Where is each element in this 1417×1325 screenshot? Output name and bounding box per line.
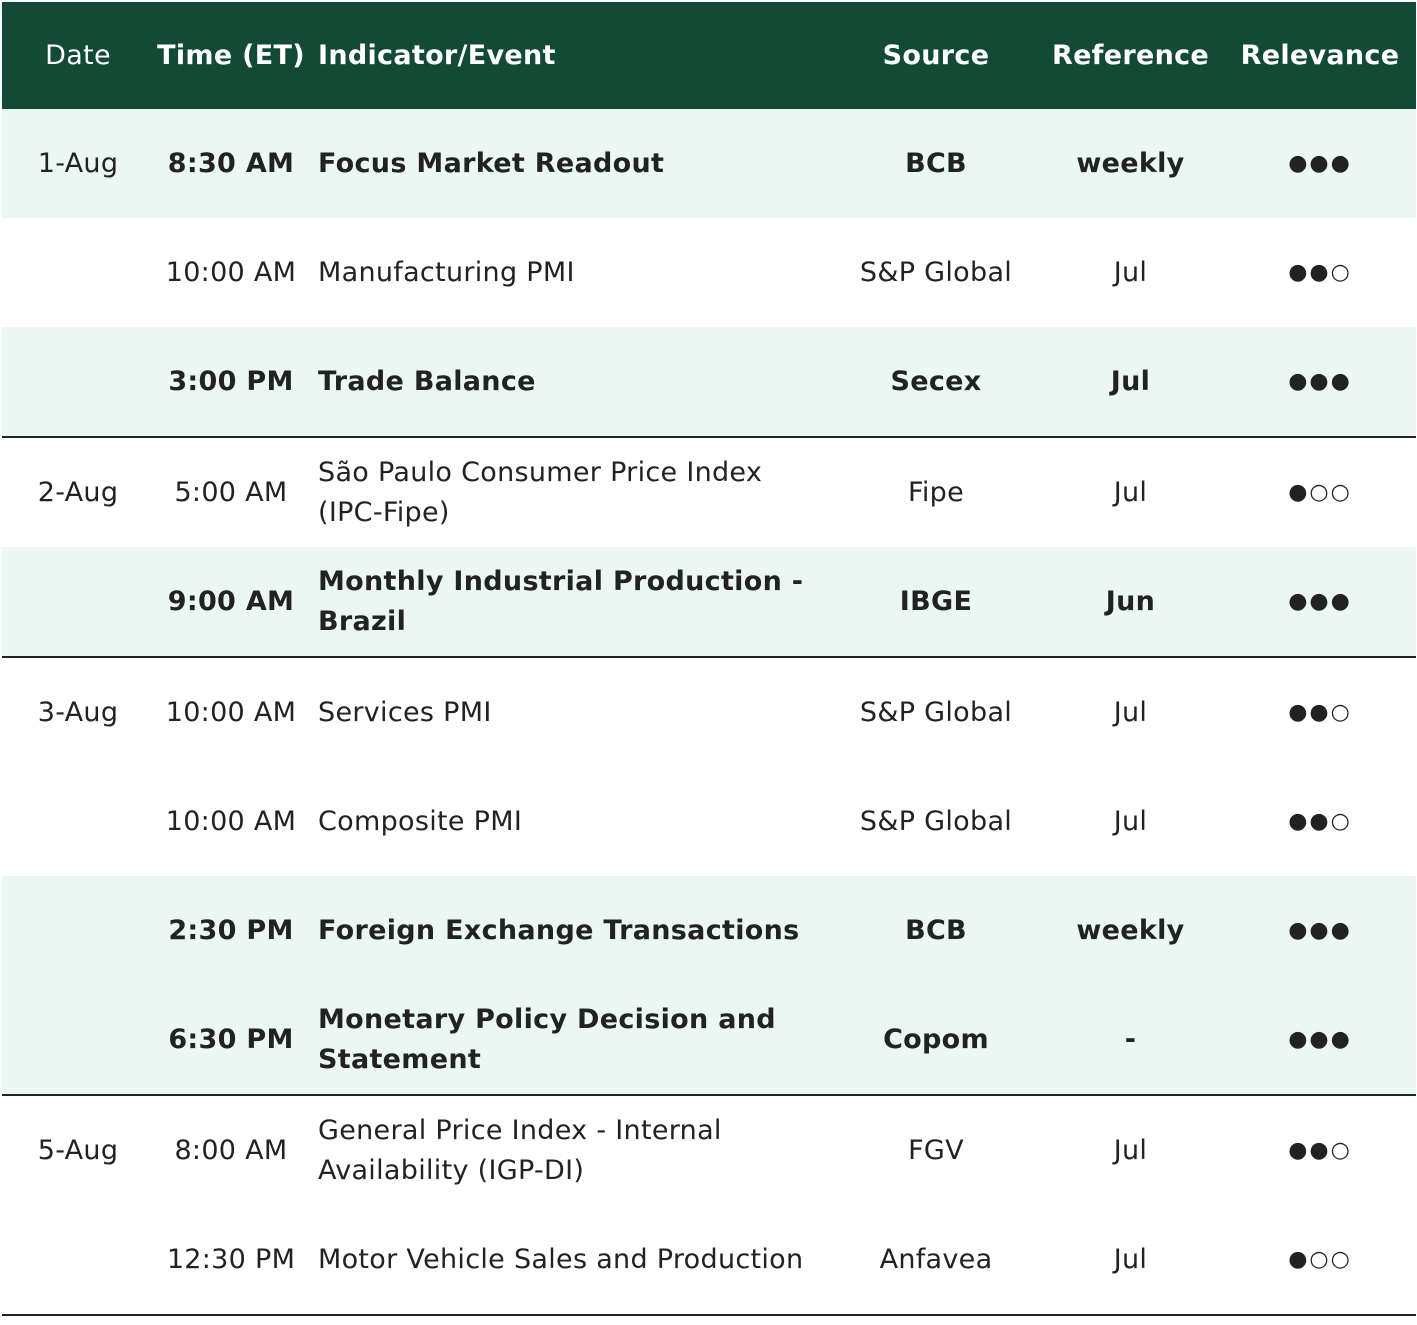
cell-reference: Jul [1113, 1134, 1148, 1166]
cell-time: 2:30 PM [154, 876, 308, 985]
cell-time: 3:00 PM [154, 327, 308, 438]
relevance-dots-icon: ●●● [1224, 985, 1416, 1096]
table-row: 10:00 AM Manufacturing PMI S&P Global Ju… [2, 218, 1416, 327]
relevance-dots-icon: ●●● [1224, 109, 1416, 218]
table-header: Date Time (ET) Indicator/Event Source Re… [2, 2, 1416, 109]
table-row: 12:30 PM Motor Vehicle Sales and Product… [2, 1205, 1416, 1316]
relevance-dots-icon: ●●○ [1288, 1137, 1352, 1163]
cell-source: Anfavea [835, 1205, 1037, 1316]
cell-reference: Jul [1113, 256, 1148, 288]
cell-reference: Jun [1037, 547, 1224, 658]
header-time: Time (ET) [154, 2, 308, 109]
cell-time: 6:30 PM [154, 985, 308, 1096]
cell-indicator: Trade Balance [308, 327, 835, 438]
table-row: 2-Aug 5:00 AM São Paulo Consumer Price I… [2, 437, 1416, 547]
cell-date [2, 547, 154, 658]
cell-indicator: Focus Market Readout [308, 109, 835, 218]
cell-date: 5-Aug [37, 1134, 119, 1166]
cell-indicator: Services PMI [318, 696, 492, 728]
header-reference: Reference [1037, 2, 1224, 109]
relevance-dots-icon: ●●○ [1288, 699, 1352, 725]
relevance-dots-icon: ●○○ [1224, 1205, 1416, 1316]
relevance-dots-icon: ●●● [1224, 876, 1416, 985]
cell-reference: Jul [1037, 1205, 1224, 1316]
cell-time: 10:00 AM [165, 256, 297, 288]
cell-indicator: Manufacturing PMI [318, 256, 575, 288]
cell-reference: Jul [1113, 805, 1148, 837]
cell-indicator: São Paulo Consumer Price Index (IPC-Fipe… [318, 456, 763, 528]
cell-time: 9:00 AM [154, 547, 308, 658]
relevance-dots-icon: ●●● [1224, 327, 1416, 438]
header-indicator: Indicator/Event [308, 2, 835, 109]
table-row: 9:00 AM Monthly Industrial Production - … [2, 547, 1416, 658]
table-row: 6:30 PM Monetary Policy Decision and Sta… [2, 985, 1416, 1096]
cell-date [2, 985, 154, 1096]
cell-date [2, 767, 154, 876]
cell-date: 2-Aug [37, 476, 119, 508]
cell-time: 8:00 AM [174, 1134, 288, 1166]
cell-reference: - [1037, 985, 1224, 1096]
cell-reference: Jul [1037, 327, 1224, 438]
cell-date [2, 876, 154, 985]
cell-source: S&P Global [859, 805, 1013, 837]
cell-source: Secex [835, 327, 1037, 438]
table-row: 2:30 PM Foreign Exchange Transactions BC… [2, 876, 1416, 985]
table-row: 1-Aug 8:30 AM Focus Market Readout BCB w… [2, 109, 1416, 218]
cell-source: FGV [908, 1134, 964, 1166]
cell-date [2, 327, 154, 438]
cell-source: BCB [835, 876, 1037, 985]
cell-source: Copom [835, 985, 1037, 1096]
relevance-dots-icon: ●●○ [1288, 259, 1352, 285]
cell-reference: weekly [1037, 876, 1224, 985]
header-row: Date Time (ET) Indicator/Event Source Re… [2, 2, 1416, 109]
cell-indicator: Monetary Policy Decision and Statement [308, 985, 835, 1096]
cell-date: 1-Aug [2, 109, 154, 218]
cell-indicator: General Price Index - Internal Availabil… [318, 1114, 722, 1186]
cell-source: S&P Global [859, 256, 1013, 288]
cell-time: 12:30 PM [154, 1205, 308, 1316]
relevance-dots-icon: ●●● [1224, 547, 1416, 658]
cell-time: 10:00 AM [165, 696, 297, 728]
cell-date [2, 1205, 154, 1316]
table-row: 10:00 AM Composite PMI S&P Global Jul ●●… [2, 767, 1416, 876]
table-body: 1-Aug 8:30 AM Focus Market Readout BCB w… [2, 109, 1416, 1316]
header-date: Date [2, 2, 154, 109]
table-row: 3:00 PM Trade Balance Secex Jul ●●● [2, 327, 1416, 438]
cell-source: IBGE [835, 547, 1037, 658]
cell-time: 8:30 AM [154, 109, 308, 218]
header-source: Source [835, 2, 1037, 109]
cell-source: BCB [835, 109, 1037, 218]
table-row: 5-Aug 8:00 AM General Price Index - Inte… [2, 1095, 1416, 1205]
cell-date [2, 218, 154, 327]
cell-source: Fipe [907, 476, 965, 508]
cell-indicator: Composite PMI [318, 805, 523, 837]
cell-indicator: Monthly Industrial Production - Brazil [308, 547, 835, 658]
table-row: 3-Aug 10:00 AM Services PMI S&P Global J… [2, 657, 1416, 767]
relevance-dots-icon: ●●○ [1288, 808, 1352, 834]
cell-time: 10:00 AM [165, 805, 297, 837]
cell-source: S&P Global [859, 696, 1013, 728]
cell-indicator: Foreign Exchange Transactions [308, 876, 835, 985]
relevance-dots-icon: ●○○ [1288, 479, 1352, 505]
cell-time: 5:00 AM [174, 476, 288, 508]
header-relevance: Relevance [1224, 2, 1416, 109]
cell-reference: weekly [1037, 109, 1224, 218]
cell-reference: Jul [1113, 696, 1148, 728]
cell-reference: Jul [1113, 476, 1148, 508]
cell-indicator: Motor Vehicle Sales and Production [308, 1205, 835, 1316]
cell-date: 3-Aug [37, 696, 119, 728]
